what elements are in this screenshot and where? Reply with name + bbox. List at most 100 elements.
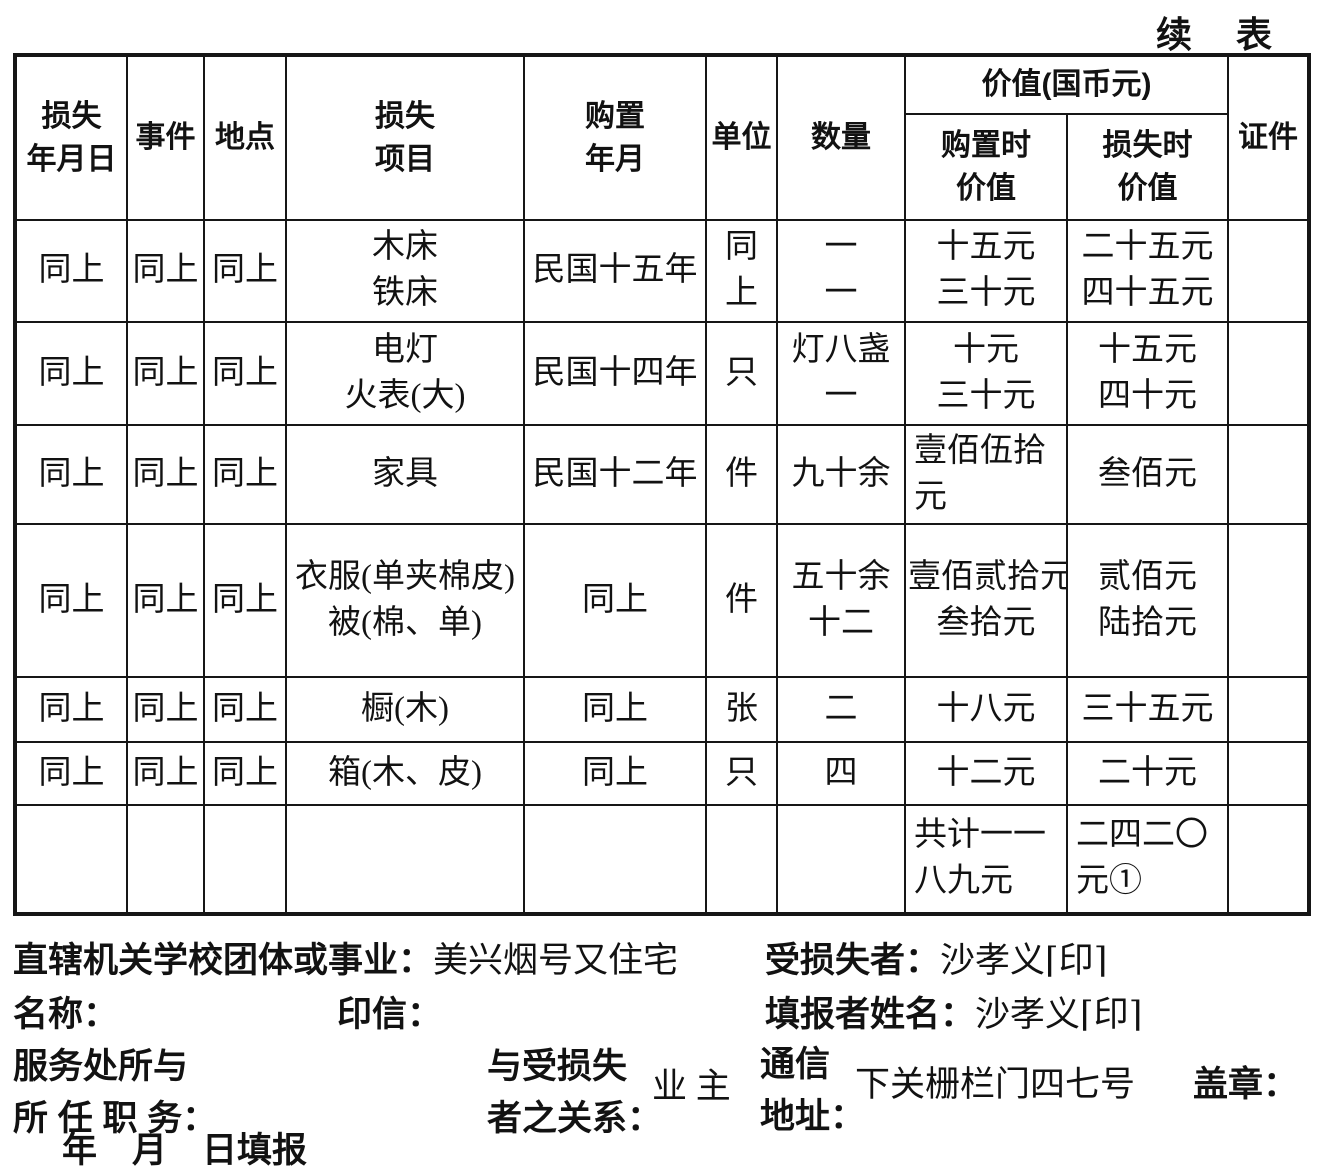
cell-line: 贰佰元 bbox=[1098, 558, 1197, 595]
cell-place: 同上 bbox=[203, 676, 287, 743]
org-value: 美兴烟号又住宅 bbox=[433, 941, 679, 980]
cell-certificate bbox=[1227, 219, 1311, 323]
cell-place: 同上 bbox=[203, 741, 287, 806]
cell-items: 木床 铁床 bbox=[285, 219, 525, 323]
cell-items: 家具 bbox=[285, 424, 525, 525]
header-line: 损失 bbox=[375, 99, 435, 133]
cell-line: 一 bbox=[824, 229, 858, 266]
cell-purchase-value: 十五元 三十元 bbox=[904, 219, 1068, 323]
cell-line: 四十元 bbox=[1098, 377, 1197, 414]
reporter-value: 沙孝义⌈印⌉ bbox=[975, 995, 1143, 1034]
cell-quantity: 二 bbox=[776, 676, 906, 743]
header-line: 购置时 bbox=[941, 128, 1031, 162]
victim-value: 沙孝义⌈印⌉ bbox=[940, 941, 1108, 980]
cell-loss-value-total: 二四二〇 元① bbox=[1065, 804, 1230, 915]
cell-event bbox=[126, 804, 205, 915]
cell-event: 同上 bbox=[126, 424, 205, 525]
cell-event: 同上 bbox=[126, 523, 205, 678]
seal-label: 印信： bbox=[337, 995, 443, 1034]
cell-line: 一 bbox=[824, 377, 858, 414]
header-line: 购置 bbox=[585, 99, 645, 133]
cell-quantity: 灯八盏 一 bbox=[776, 321, 906, 426]
cell-loss-value: 叁佰元 bbox=[1065, 424, 1230, 525]
relation-value: 业 主 bbox=[652, 1067, 731, 1106]
cell-loss-value: 二十元 bbox=[1065, 741, 1230, 806]
header-loss-value: 损失时 价值 bbox=[1065, 113, 1230, 221]
cell-loss-date: 同上 bbox=[14, 219, 128, 323]
table-row: 同上 同上 同上 电灯 火表(大) 民国十四年 只 灯八盏 一 十元 三十元 十… bbox=[14, 321, 1311, 426]
header-quantity: 数量 bbox=[776, 54, 906, 221]
cell-purchase-value: 十八元 bbox=[904, 676, 1068, 743]
cell-line: 电灯 bbox=[372, 331, 438, 368]
cell-line: 三十元 bbox=[936, 377, 1036, 414]
cell-items: 箱(木、皮) bbox=[285, 741, 525, 806]
cell-purchase-date bbox=[523, 804, 707, 915]
header-line: 年月日 bbox=[26, 143, 117, 176]
cell-line: 一 bbox=[824, 275, 858, 311]
header-row-sub: 购置时 价值 损失时 价值 bbox=[15, 113, 1309, 221]
cell-line: 被(棉、单) bbox=[328, 604, 482, 641]
org-label: 直辖机关学校团体或事业： bbox=[13, 941, 434, 980]
cell-line: 衣服(单夹棉皮) bbox=[295, 558, 515, 595]
cell-purchase-date: 民国十二年 bbox=[523, 424, 707, 525]
cell-event: 同上 bbox=[126, 676, 205, 743]
cell-line: 壹佰伍拾 bbox=[914, 432, 1046, 469]
cell-purchase-date: 同上 bbox=[523, 741, 707, 806]
cell-purchase-date: 民国十四年 bbox=[523, 321, 707, 426]
cell-quantity: 九十余 bbox=[776, 424, 906, 525]
cell-event: 同上 bbox=[126, 219, 205, 323]
header-line: 损失时 bbox=[1102, 128, 1193, 162]
cell-certificate bbox=[1227, 424, 1311, 525]
header-purchase-date: 购置 年月 bbox=[523, 54, 707, 221]
cell-line: 十五元 bbox=[936, 229, 1036, 266]
header-line: 项目 bbox=[375, 143, 435, 176]
table-row: 同上 同上 同上 衣服(单夹棉皮) 被(棉、单) 同上 件 五十余 十二 壹佰贰… bbox=[14, 523, 1311, 678]
cell-line: 三十元 bbox=[936, 275, 1036, 311]
header-row-top: 损失 年月日 事件 地点 损失 项目 购置 年月 单位 数量 价值(国币元) 证… bbox=[14, 54, 1311, 221]
header-unit: 单位 bbox=[705, 54, 778, 221]
cell-quantity: 一 一 bbox=[776, 219, 906, 323]
service-label-line2: 所 任 职 务： bbox=[13, 1099, 218, 1138]
stamp-label: 盖章： bbox=[1193, 1065, 1299, 1104]
comm-label-line2: 地址： bbox=[760, 1097, 866, 1136]
cell-items bbox=[285, 804, 525, 915]
table-row: 同上 同上 同上 木床 铁床 民国十五年 同上 一 一 十五元 三十元 二十五元… bbox=[14, 219, 1311, 323]
cell-purchase-date: 同上 bbox=[523, 676, 707, 743]
cell-line: 十元 bbox=[953, 331, 1019, 368]
comm-address-value: 下关栅栏门四七号 bbox=[855, 1065, 1136, 1104]
loss-registration-table: 损失 年月日 事件 地点 损失 项目 购置 年月 单位 数量 价值(国币元) 证… bbox=[13, 53, 1312, 916]
cell-purchase-value: 壹佰贰拾元 叁拾元 bbox=[904, 523, 1068, 678]
cell-line: 灯八盏 bbox=[791, 331, 891, 368]
cell-line: 元 bbox=[914, 478, 947, 515]
cell-loss-date: 同上 bbox=[14, 321, 128, 426]
header-line: 损失 bbox=[41, 99, 102, 133]
table-row-total: 共计一一 八九元 二四二〇 元① bbox=[14, 804, 1311, 915]
cell-place: 同上 bbox=[203, 523, 287, 678]
cell-loss-value: 三十五元 bbox=[1065, 676, 1230, 743]
report-date-line: 年 月 日填报 bbox=[62, 1131, 308, 1170]
header-value-group: 价值(国币元) bbox=[903, 54, 1230, 115]
cell-certificate bbox=[1227, 676, 1311, 743]
header-event: 事件 bbox=[126, 54, 205, 221]
cell-quantity bbox=[776, 804, 906, 915]
cell-line: 铁床 bbox=[372, 275, 438, 311]
cell-certificate bbox=[1227, 741, 1311, 806]
cell-place: 同上 bbox=[203, 219, 287, 323]
victim-line: 受损失者：沙孝义⌈印⌉ bbox=[765, 932, 1107, 983]
relation-label-line1: 与受损失 bbox=[487, 1047, 628, 1086]
header-loss-item: 损失 项目 bbox=[285, 54, 525, 221]
cell-loss-date: 同上 bbox=[14, 741, 128, 806]
victim-label: 受损失者： bbox=[765, 941, 941, 980]
cell-quantity: 五十余 十二 bbox=[776, 523, 906, 678]
cell-event: 同上 bbox=[126, 321, 205, 426]
cell-line: 十二 bbox=[808, 604, 874, 641]
cell-loss-value: 二十五元 四十五元 bbox=[1065, 219, 1230, 323]
cell-certificate bbox=[1227, 321, 1311, 426]
cell-line: 十五元 bbox=[1098, 331, 1197, 368]
cell-loss-date: 同上 bbox=[14, 424, 128, 525]
cell-items: 电灯 火表(大) bbox=[285, 321, 525, 426]
header-line: 价值 bbox=[1117, 172, 1178, 205]
header-place: 地点 bbox=[203, 54, 287, 221]
cell-line: 共计一一 bbox=[914, 817, 1046, 854]
cell-certificate bbox=[1227, 804, 1311, 915]
